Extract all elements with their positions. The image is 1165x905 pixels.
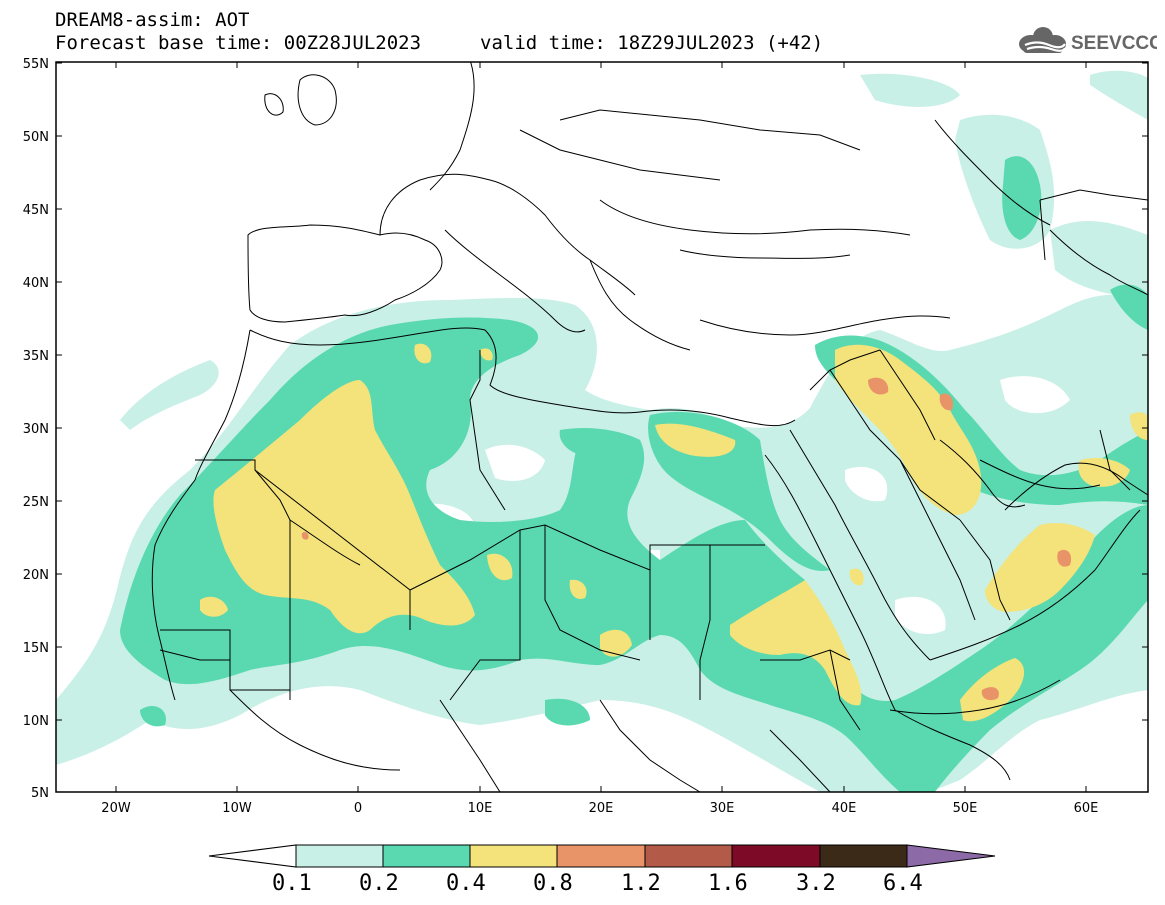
colorbar-label: 0.4 (446, 871, 486, 896)
lon-label: 30E (710, 801, 735, 816)
colorbar-segment (556, 844, 646, 868)
colorbar-segment (644, 844, 733, 868)
logo-text: SEEVCCC (1071, 33, 1157, 54)
colorbar (208, 844, 996, 868)
lon-label: 10W (222, 801, 252, 816)
colorbar-label: 0.8 (533, 871, 573, 896)
lon-label: 0 (354, 801, 362, 816)
colorbar-segment (731, 844, 821, 868)
aot-band-0.8-1.2 (301, 377, 1072, 701)
lat-label: 35N (23, 349, 49, 364)
lat-label: 40N (23, 276, 49, 291)
lon-label: 20W (101, 801, 131, 816)
lon-label: 60E (1074, 801, 1099, 816)
lon-label: 40E (832, 801, 857, 816)
lat-label: 25N (23, 495, 49, 510)
lon-label: 20E (589, 801, 614, 816)
colorbar-label: 3.2 (796, 871, 836, 896)
lat-label: 5N (31, 786, 49, 801)
lat-label: 30N (23, 422, 49, 437)
lat-label: 20N (23, 568, 49, 583)
colorbar-segment-below (208, 844, 297, 868)
colorbar-segment (382, 844, 471, 868)
lat-label: 50N (23, 130, 49, 145)
map-title: DREAM8-assim: AOT (55, 9, 250, 31)
colorbar-label: 1.6 (708, 871, 748, 896)
colorbar-label: 6.4 (883, 871, 923, 896)
lat-label: 15N (23, 641, 49, 656)
colorbar-label: 0.1 (272, 871, 312, 896)
lat-label: 10N (23, 714, 49, 729)
colorbar-label: 0.2 (359, 871, 399, 896)
lat-label: 55N (23, 57, 49, 72)
colorbar-segment (819, 844, 908, 868)
aot-contours (56, 70, 1148, 792)
latitude-labels: 55N 50N 45N 40N 35N 30N 25N 20N 15N 10N … (23, 57, 49, 801)
seevccc-logo: SEEVCCC (1019, 27, 1157, 54)
colorbar-label: 1.2 (621, 871, 661, 896)
valid-time: valid time: 18Z29JUL2023 (+42) (480, 32, 824, 54)
forecast-base-time: Forecast base time: 00Z28JUL2023 (55, 32, 422, 54)
lon-label: 50E (953, 801, 978, 816)
lat-label: 45N (23, 203, 49, 218)
colorbar-segment (469, 844, 558, 868)
colorbar-segment (295, 844, 384, 868)
map-frame (55, 61, 1149, 793)
coastlines-borders (151, 62, 1148, 792)
colorbar-segment-above (906, 844, 996, 868)
longitude-labels: 20W 10W 0 10E 20E 30E 40E 50E 60E (101, 801, 1098, 816)
lon-label: 10E (468, 801, 493, 816)
